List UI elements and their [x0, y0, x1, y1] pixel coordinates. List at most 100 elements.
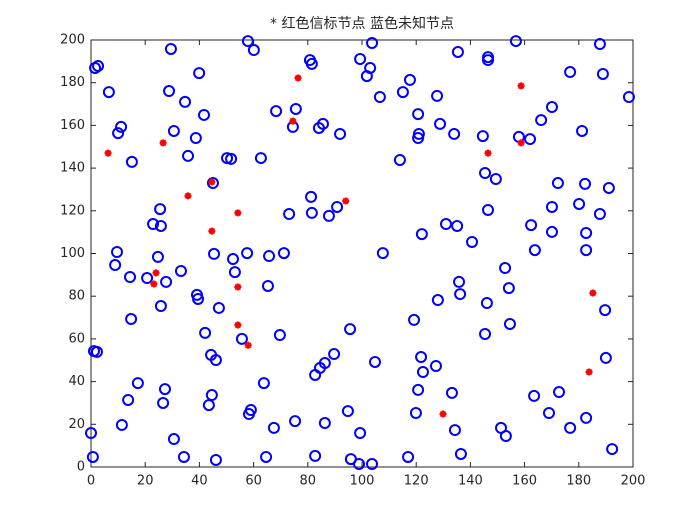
beacon-node	[152, 269, 160, 277]
unknown-node	[115, 418, 128, 431]
y-tick-label: 180	[60, 75, 85, 90]
unknown-node	[431, 89, 444, 102]
unknown-node	[479, 167, 492, 180]
unknown-node	[545, 200, 558, 213]
unknown-node	[415, 351, 428, 364]
unknown-node	[154, 300, 167, 313]
beacon-node	[585, 368, 593, 376]
unknown-node	[408, 313, 421, 326]
unknown-node	[92, 60, 105, 73]
y-tick-label: 160	[60, 118, 85, 133]
unknown-node	[257, 377, 270, 390]
unknown-node	[564, 66, 577, 79]
unknown-node	[228, 266, 241, 279]
unknown-node	[622, 91, 635, 104]
unknown-node	[322, 209, 335, 222]
unknown-node	[580, 227, 593, 240]
unknown-node	[261, 279, 274, 292]
unknown-node	[396, 86, 409, 99]
unknown-node	[545, 101, 558, 114]
unknown-node	[90, 345, 103, 358]
unknown-node	[445, 386, 458, 399]
unknown-node	[109, 259, 122, 272]
unknown-node	[154, 219, 167, 232]
unknown-node	[593, 208, 606, 221]
x-tick-label: 120	[404, 474, 429, 489]
unknown-node	[125, 313, 138, 326]
unknown-node	[206, 177, 219, 190]
unknown-node	[476, 130, 489, 143]
unknown-node	[551, 177, 564, 190]
unknown-node	[553, 386, 566, 399]
beacon-node	[208, 178, 216, 186]
beacon-node	[244, 341, 252, 349]
x-tick-label: 80	[300, 474, 317, 489]
unknown-node	[199, 326, 212, 339]
y-tick-label: 0	[77, 460, 85, 475]
y-tick-label: 140	[60, 161, 85, 176]
unknown-node	[212, 301, 225, 314]
unknown-node	[573, 197, 586, 210]
unknown-node	[593, 38, 606, 51]
unknown-node	[147, 218, 160, 231]
unknown-node	[198, 108, 211, 121]
x-tick-label: 20	[137, 474, 154, 489]
unknown-node	[112, 127, 125, 140]
unknown-node	[318, 417, 331, 430]
unknown-node	[242, 408, 255, 421]
unknown-node	[373, 91, 386, 104]
unknown-node	[141, 272, 154, 285]
beacon-node	[234, 283, 242, 291]
unknown-node	[369, 355, 382, 368]
unknown-node	[225, 152, 238, 165]
unknown-node	[193, 67, 206, 80]
unknown-node	[366, 36, 379, 49]
unknown-node	[454, 447, 467, 460]
unknown-node	[111, 246, 124, 259]
unknown-node	[241, 247, 254, 260]
unknown-node	[328, 348, 341, 361]
beacon-node	[234, 209, 242, 217]
beacon-node	[104, 149, 112, 157]
unknown-node	[354, 53, 367, 66]
unknown-node	[606, 443, 619, 456]
unknown-node	[354, 427, 367, 440]
beacon-node	[184, 192, 192, 200]
beacon-node	[342, 197, 350, 205]
unknown-node	[115, 120, 128, 133]
unknown-node	[312, 121, 325, 134]
unknown-node	[158, 383, 171, 396]
x-tick-label: 140	[458, 474, 483, 489]
unknown-node	[480, 297, 493, 310]
unknown-node	[535, 114, 548, 127]
unknown-node	[466, 235, 479, 248]
unknown-node	[177, 450, 190, 463]
beacon-node	[289, 117, 297, 125]
unknown-node	[344, 453, 357, 466]
unknown-node	[454, 288, 467, 301]
unknown-node	[167, 124, 180, 137]
unknown-node	[502, 282, 515, 295]
beacon-node	[517, 139, 525, 147]
unknown-node	[393, 153, 406, 166]
unknown-node	[260, 450, 273, 463]
unknown-node	[599, 304, 612, 317]
unknown-node	[366, 458, 379, 471]
unknown-node	[580, 411, 593, 424]
unknown-node	[235, 332, 248, 345]
unknown-node	[189, 131, 202, 144]
unknown-node	[489, 172, 502, 185]
unknown-node	[157, 396, 170, 409]
unknown-node	[182, 149, 195, 162]
beacon-node	[484, 149, 492, 157]
x-tick-label: 0	[87, 474, 95, 489]
unknown-node	[409, 406, 422, 419]
x-tick-label: 180	[566, 474, 591, 489]
unknown-node	[448, 424, 461, 437]
x-tick-label: 40	[191, 474, 208, 489]
unknown-node	[283, 208, 296, 221]
unknown-node	[403, 73, 416, 86]
unknown-node	[602, 181, 615, 194]
unknown-node	[164, 42, 177, 55]
unknown-node	[305, 190, 318, 203]
